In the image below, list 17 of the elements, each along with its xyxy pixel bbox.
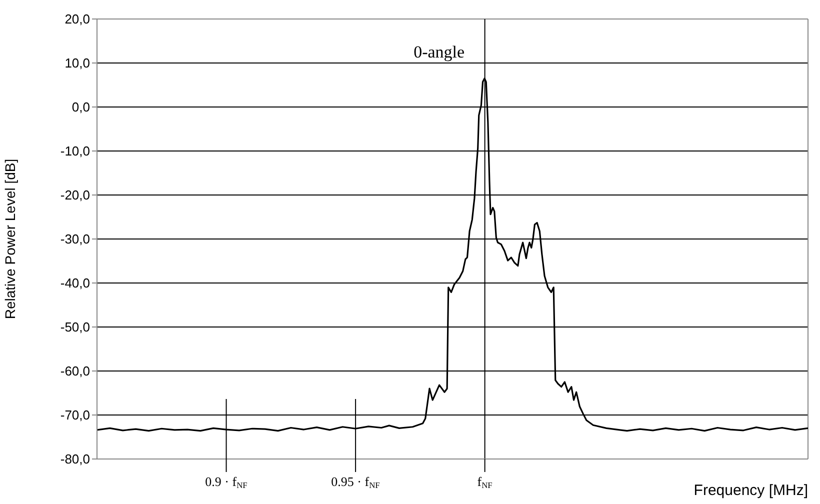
x-tick-label: 0.95 · f$_{NF}$ — [331, 474, 380, 490]
y-tick-label: 20,0 — [64, 12, 90, 27]
x-tick-label: 0.9 · f$_{NF}$ — [205, 474, 248, 490]
x-tick-label: f$_{NF}$ — [477, 474, 493, 490]
y-tick-label: -30,0 — [60, 232, 90, 247]
y-tick-label: -80,0 — [60, 452, 90, 467]
y-tick-label: -40,0 — [60, 276, 90, 291]
y-tick-label: -20,0 — [60, 188, 90, 203]
y-tick-label: -50,0 — [60, 320, 90, 335]
y-tick-label: 10,0 — [64, 56, 90, 71]
y-tick-label: -10,0 — [60, 144, 90, 159]
annotation: 0-angle — [414, 42, 465, 62]
y-tick-label: -60,0 — [60, 364, 90, 379]
x-axis-title: Frequency [MHz] — [694, 482, 808, 499]
y-tick-label: 0,0 — [72, 100, 90, 115]
y-axis-title: Relative Power Level [dB] — [2, 158, 18, 320]
y-tick-label: -70,0 — [60, 408, 90, 423]
